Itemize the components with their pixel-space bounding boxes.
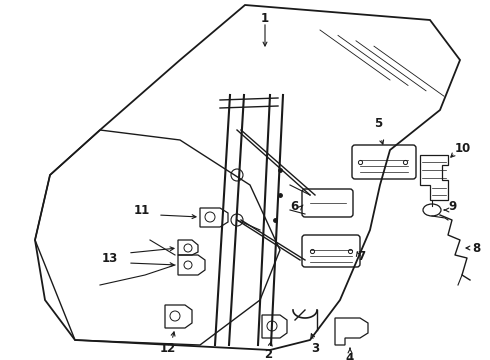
Text: 5: 5 [374, 117, 382, 130]
Text: 6: 6 [290, 201, 298, 213]
Text: 2: 2 [264, 348, 272, 360]
Text: 1: 1 [261, 12, 269, 25]
Text: 8: 8 [472, 242, 480, 255]
Text: 4: 4 [346, 352, 354, 360]
Text: 13: 13 [102, 252, 118, 265]
Text: 7: 7 [357, 249, 365, 262]
Text: 3: 3 [311, 342, 319, 355]
Text: 10: 10 [455, 141, 471, 154]
Text: 9: 9 [448, 201, 456, 213]
Text: 12: 12 [160, 342, 176, 355]
Text: 11: 11 [134, 203, 150, 216]
